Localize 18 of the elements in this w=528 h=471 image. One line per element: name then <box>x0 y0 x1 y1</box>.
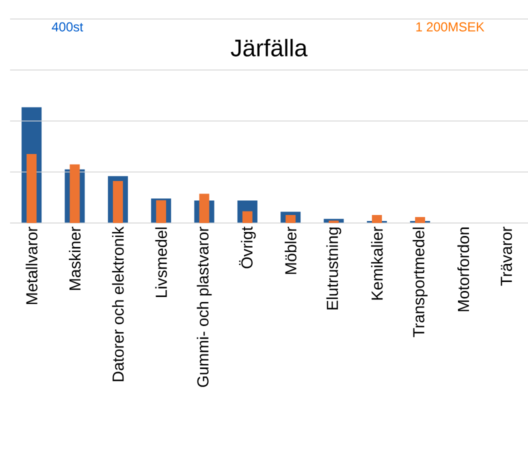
x-tick-label: Gummi- och plastvaror <box>196 226 212 387</box>
x-tick-label: Transportmedel <box>412 228 428 338</box>
x-tick-label: Metallvaror <box>26 226 38 304</box>
text: Järfälla <box>230 38 308 56</box>
x-tick-label: Maskiner <box>68 226 81 290</box>
x-tick-label: Datorer och elektronik <box>112 226 124 382</box>
x-tick-label: Livsmedel <box>155 228 167 297</box>
y-tick-label: 400st <box>52 22 84 32</box>
x-tick-label: Motorfordon <box>457 228 470 312</box>
bar <box>242 211 252 223</box>
x-tick-label: Kemikalier <box>371 226 383 300</box>
bar <box>26 154 37 223</box>
x-tick-label: Övrigt <box>239 226 256 268</box>
x-tick-label: Trävaror <box>500 226 512 286</box>
x-tick-label: Möbler <box>284 226 296 274</box>
bar <box>286 214 296 223</box>
y2-tick-label: 1 200MSEK <box>416 22 484 32</box>
x-tick-label: Elutrustning <box>326 228 342 310</box>
